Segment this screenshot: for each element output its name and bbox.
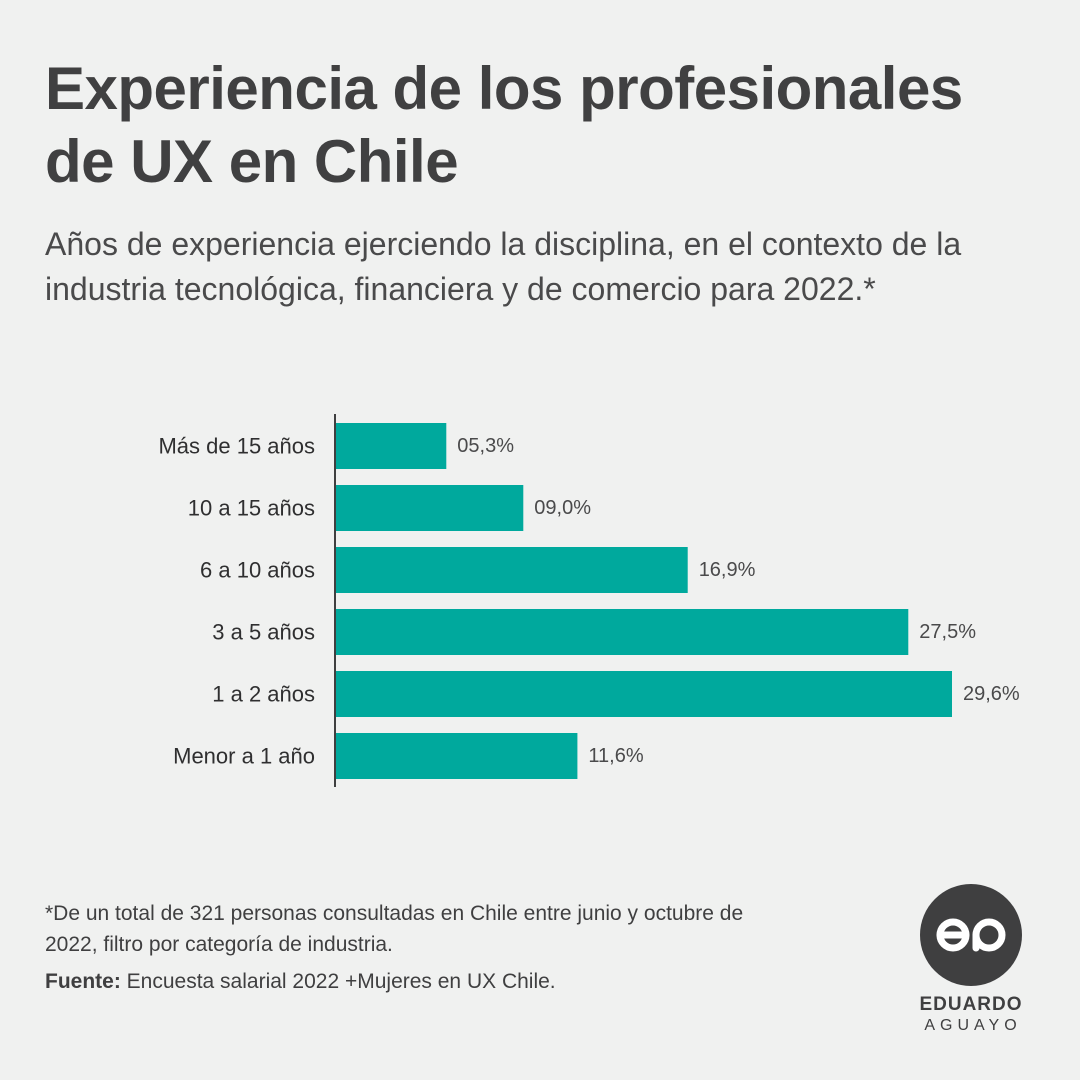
value-label: 16,9%	[699, 559, 756, 581]
value-label: 09,0%	[534, 497, 591, 519]
category-label: 3 a 5 años	[212, 620, 315, 645]
source-line: Fuente: Encuesta salarial 2022 +Mujeres …	[45, 966, 805, 997]
ea-monogram-icon	[936, 918, 1006, 952]
brand-logo: EDUARDO AGUAYO	[918, 884, 1024, 1036]
bar	[336, 423, 447, 469]
value-label: 27,5%	[919, 621, 976, 643]
category-label: 10 a 15 años	[188, 496, 315, 521]
source-text: Encuesta salarial 2022 +Mujeres en UX Ch…	[120, 970, 556, 993]
category-label: 1 a 2 años	[212, 682, 315, 707]
category-label: Más de 15 años	[158, 434, 315, 459]
bar	[336, 485, 524, 531]
value-label: 11,6%	[588, 745, 643, 767]
source-label: Fuente:	[45, 970, 121, 993]
bar-chart: Más de 15 años 05,3% 10 a 15 años 09,0% 6 a …	[158, 414, 1020, 787]
logo-name: EDUARDO	[919, 994, 1023, 1015]
value-label: 05,3%	[457, 435, 514, 457]
logo-surname: AGUAYO	[924, 1017, 1022, 1034]
logo-monogram-icon	[920, 884, 1022, 986]
bar	[336, 733, 578, 779]
bar	[336, 609, 909, 655]
page-subtitle: Años de experiencia ejerciendo la discip…	[45, 226, 962, 307]
bar	[336, 547, 688, 593]
bar	[336, 671, 952, 717]
value-label: 29,6%	[963, 683, 1020, 705]
category-label: 6 a 10 años	[200, 558, 315, 583]
page-title: Experiencia de los profesionales de UX e…	[45, 55, 963, 195]
category-label: Menor a 1 año	[173, 744, 315, 769]
footnote: *De un total de 321 personas consultadas…	[45, 902, 744, 956]
